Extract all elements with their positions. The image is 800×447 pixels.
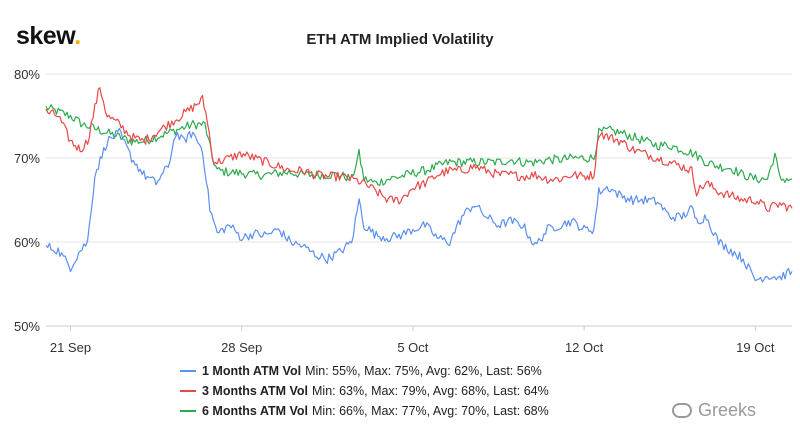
legend-swatch bbox=[180, 390, 196, 392]
y-tick-label: 60% bbox=[14, 235, 40, 250]
watermark: Greeks bbox=[672, 400, 756, 421]
y-tick-label: 80% bbox=[14, 67, 40, 82]
legend-series-stats: Min: 66%, Max: 77%, Avg: 70%, Last: 68% bbox=[312, 404, 549, 418]
x-tick-label: 21 Sep bbox=[50, 340, 91, 355]
legend-item[interactable]: 1 Month ATM Vol Min: 55%, Max: 75%, Avg: … bbox=[180, 361, 549, 381]
legend-swatch bbox=[180, 410, 196, 412]
x-tick-label: 12 Oct bbox=[565, 340, 604, 355]
legend-series-stats: Min: 55%, Max: 75%, Avg: 62%, Last: 56% bbox=[305, 364, 542, 378]
series-line-1 bbox=[45, 127, 793, 283]
legend-swatch bbox=[180, 370, 196, 372]
legend-series-stats: Min: 63%, Max: 79%, Avg: 68%, Last: 64% bbox=[312, 384, 549, 398]
series-line-2 bbox=[45, 87, 793, 212]
x-tick-label: 19 Oct bbox=[736, 340, 775, 355]
brand-logo: skew. bbox=[16, 22, 81, 50]
x-tick-label: 5 Oct bbox=[397, 340, 428, 355]
y-tick-label: 50% bbox=[14, 319, 40, 334]
legend-item[interactable]: 3 Months ATM Vol Min: 63%, Max: 79%, Avg:… bbox=[180, 381, 549, 401]
series-line-3 bbox=[45, 104, 793, 186]
legend-item[interactable]: 6 Months ATM Vol Min: 66%, Max: 77%, Avg:… bbox=[180, 401, 549, 421]
legend-series-name: 3 Months ATM Vol bbox=[202, 384, 309, 398]
wechat-icon bbox=[672, 403, 692, 418]
chart-title: ETH ATM Implied Volatility bbox=[306, 31, 494, 48]
chart-legend: 1 Month ATM Vol Min: 55%, Max: 75%, Avg: … bbox=[180, 361, 549, 421]
watermark-text: Greeks bbox=[698, 400, 757, 420]
y-tick-label: 70% bbox=[14, 151, 40, 166]
legend-series-name: 1 Month ATM Vol bbox=[202, 364, 302, 378]
x-tick-label: 28 Sep bbox=[221, 340, 262, 355]
legend-series-name: 6 Months ATM Vol bbox=[202, 404, 309, 418]
